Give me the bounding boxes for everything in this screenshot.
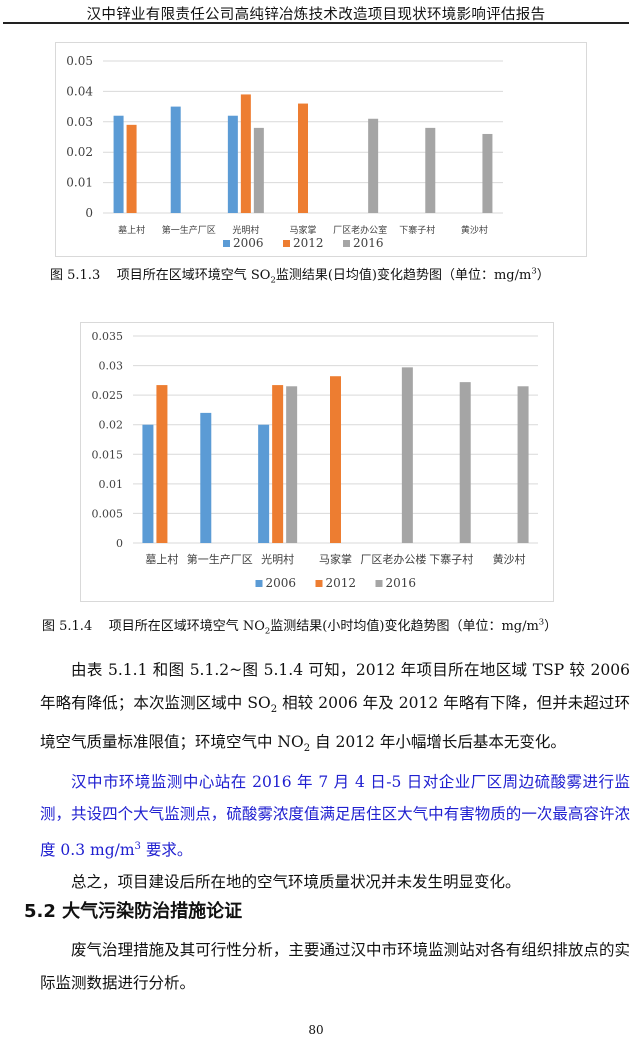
running-header: 汉中锌业有限责任公司高纯锌冶炼技术改造项目现状环境影响评估报告: [86, 7, 546, 23]
legend-swatch-2006: [255, 580, 263, 587]
text: 由表 5.1.1 和图 5.1.2~图 5.1.4 可知，2012 年项目所在地…: [40, 661, 630, 712]
so2-bar-chart: 0 0.01 0.02 0.03 0.04 0.05 墓上村 第一生产厂区 光明村 马家掌 厂区老办…: [55, 42, 587, 257]
y-tick-label: 0.01: [99, 478, 124, 491]
x-category-label: 黄沙村: [461, 224, 488, 236]
x-category-label: 厂区老办公楼: [360, 552, 426, 566]
bar-2006: [113, 115, 124, 213]
legend-swatch-2016: [343, 240, 350, 247]
x-category-label: 马家掌: [319, 552, 352, 566]
caption-sup: 3: [531, 265, 537, 276]
figure-caption-5-1-3: 图 5.1.3 项目所在区域环境空气 SO2监测结果(日均值)变化趋势图（单位：…: [50, 264, 550, 285]
bar-2016: [368, 118, 379, 213]
y-tick-label: 0.03: [99, 360, 124, 373]
y-tick-label: 0.015: [92, 448, 124, 461]
y-tick-label: 0.035: [92, 330, 124, 343]
body-text-2: 废气治理措施及其可行性分析，主要通过汉中市环境监测站对各有组织排放点的实际监测数…: [40, 934, 630, 999]
bar-2012: [126, 124, 137, 213]
x-category-label: 墓上村: [145, 552, 178, 566]
legend-label: 2016: [386, 576, 417, 590]
sub: 2: [303, 743, 311, 755]
caption-label: 图 5.1.3: [50, 268, 101, 283]
y-tick-label: 0.03: [66, 115, 93, 129]
bar-2016: [286, 386, 298, 543]
caption-text2: 监测结果(小时均值)变化趋势图（单位：mg/m: [270, 619, 539, 634]
bar-2006: [258, 424, 270, 543]
page-number: 80: [308, 1023, 324, 1037]
text: 汉中市环境监测中心站在 2016 年 7 月 4 日-5 日对企业厂区周边硫酸雾…: [40, 772, 630, 859]
caption-text2: 监测结果(日均值)变化趋势图（单位：mg/m: [275, 268, 532, 283]
x-category-label: 下寨子村: [429, 552, 473, 566]
y-tick-label: 0.04: [66, 84, 93, 98]
legend-swatch-2016: [375, 580, 383, 587]
bar-2016: [459, 382, 471, 543]
sup: 3: [134, 840, 141, 852]
caption-end: ）: [536, 268, 550, 283]
legend-swatch-2006: [223, 240, 230, 247]
bar-2016: [517, 386, 529, 543]
bar-2016: [401, 367, 413, 543]
bar-2016: [253, 127, 264, 213]
figure-caption-5-1-4: 图 5.1.4 项目所在区域环境空气 NO2监测结果(小时均值)变化趋势图（单位…: [42, 615, 557, 636]
bar-2012: [330, 376, 341, 543]
x-category-label: 光明村: [261, 552, 294, 566]
y-tick-label: 0.01: [66, 176, 93, 190]
bar-2012: [240, 94, 251, 213]
bar-2016: [425, 127, 436, 213]
text: 自 2012 年小幅增长后基本无变化。: [310, 733, 566, 752]
paragraph-2: 汉中市环境监测中心站在 2016 年 7 月 4 日-5 日对企业厂区周边硫酸雾…: [40, 766, 630, 867]
bar-2006: [227, 115, 238, 213]
caption-sub: 2: [270, 274, 276, 285]
y-tick-label: 0.02: [66, 145, 93, 159]
header-rule: [3, 22, 629, 24]
legend-swatch-2012: [283, 240, 290, 247]
section-heading: 5.2 大气污染防治措施论证: [24, 901, 243, 922]
bar-2012: [272, 385, 284, 543]
x-category-label: 厂区老办公室: [333, 224, 387, 236]
text: 要求。: [140, 840, 193, 859]
x-category-label: 马家掌: [289, 224, 316, 236]
bar-2016: [482, 133, 493, 213]
paragraph-4: 废气治理措施及其可行性分析，主要通过汉中市环境监测站对各有组织排放点的实际监测数…: [40, 941, 630, 992]
caption-end: ）: [544, 619, 558, 634]
legend-label: 2016: [353, 236, 384, 250]
x-category-label: 黄沙村: [493, 552, 526, 566]
legend-label: 2006: [233, 236, 264, 250]
y-tick-label: 0.02: [99, 419, 124, 432]
caption-text: 项目所在区域环境空气 SO: [116, 268, 271, 283]
caption-sup: 3: [538, 616, 545, 627]
text: 相较 2006 年及 2012 年略有下降，但并未超过环境空气质量标准限值；环境…: [40, 693, 630, 752]
x-category-label: 光明村: [232, 224, 259, 236]
no2-bar-chart: 0 0.005 0.01 0.015 0.02 0.025 0.03 0.035 墓上村 第一生产…: [80, 322, 554, 602]
x-category-label: 墓上村: [118, 224, 145, 236]
bar-2006: [200, 412, 212, 543]
legend-label: 2006: [266, 576, 297, 590]
caption-label: 图 5.1.4: [42, 619, 93, 634]
caption-text: 项目所在区域环境空气 NO: [108, 619, 265, 634]
x-category-label: 下寨子村: [399, 224, 435, 236]
y-tick-label: 0.005: [92, 507, 124, 520]
y-tick-label: 0.025: [92, 389, 124, 402]
x-category-label: 第一生产厂区: [162, 224, 216, 236]
legend-label: 2012: [326, 576, 357, 590]
bar-2006: [142, 424, 154, 543]
bar-2012: [156, 385, 168, 543]
sub: 2: [270, 703, 278, 715]
body-text: 由表 5.1.1 和图 5.1.2~图 5.1.4 可知，2012 年项目所在地…: [40, 654, 630, 899]
legend-label: 2012: [293, 236, 324, 250]
paragraph-3: 总之，项目建设后所在地的空气环境质量状况并未发生明显变化。: [71, 873, 521, 892]
caption-sub: 2: [264, 625, 271, 636]
y-tick-label: 0.05: [66, 54, 93, 68]
legend-swatch-2012: [315, 580, 323, 587]
paragraph-1: 由表 5.1.1 和图 5.1.2~图 5.1.4 可知，2012 年项目所在地…: [40, 654, 630, 766]
y-tick-label: 0: [116, 537, 123, 550]
bar-2006: [170, 106, 181, 213]
bar-2012: [298, 103, 308, 213]
x-category-label: 第一生产厂区: [187, 552, 253, 566]
y-tick-label: 0: [85, 206, 93, 220]
